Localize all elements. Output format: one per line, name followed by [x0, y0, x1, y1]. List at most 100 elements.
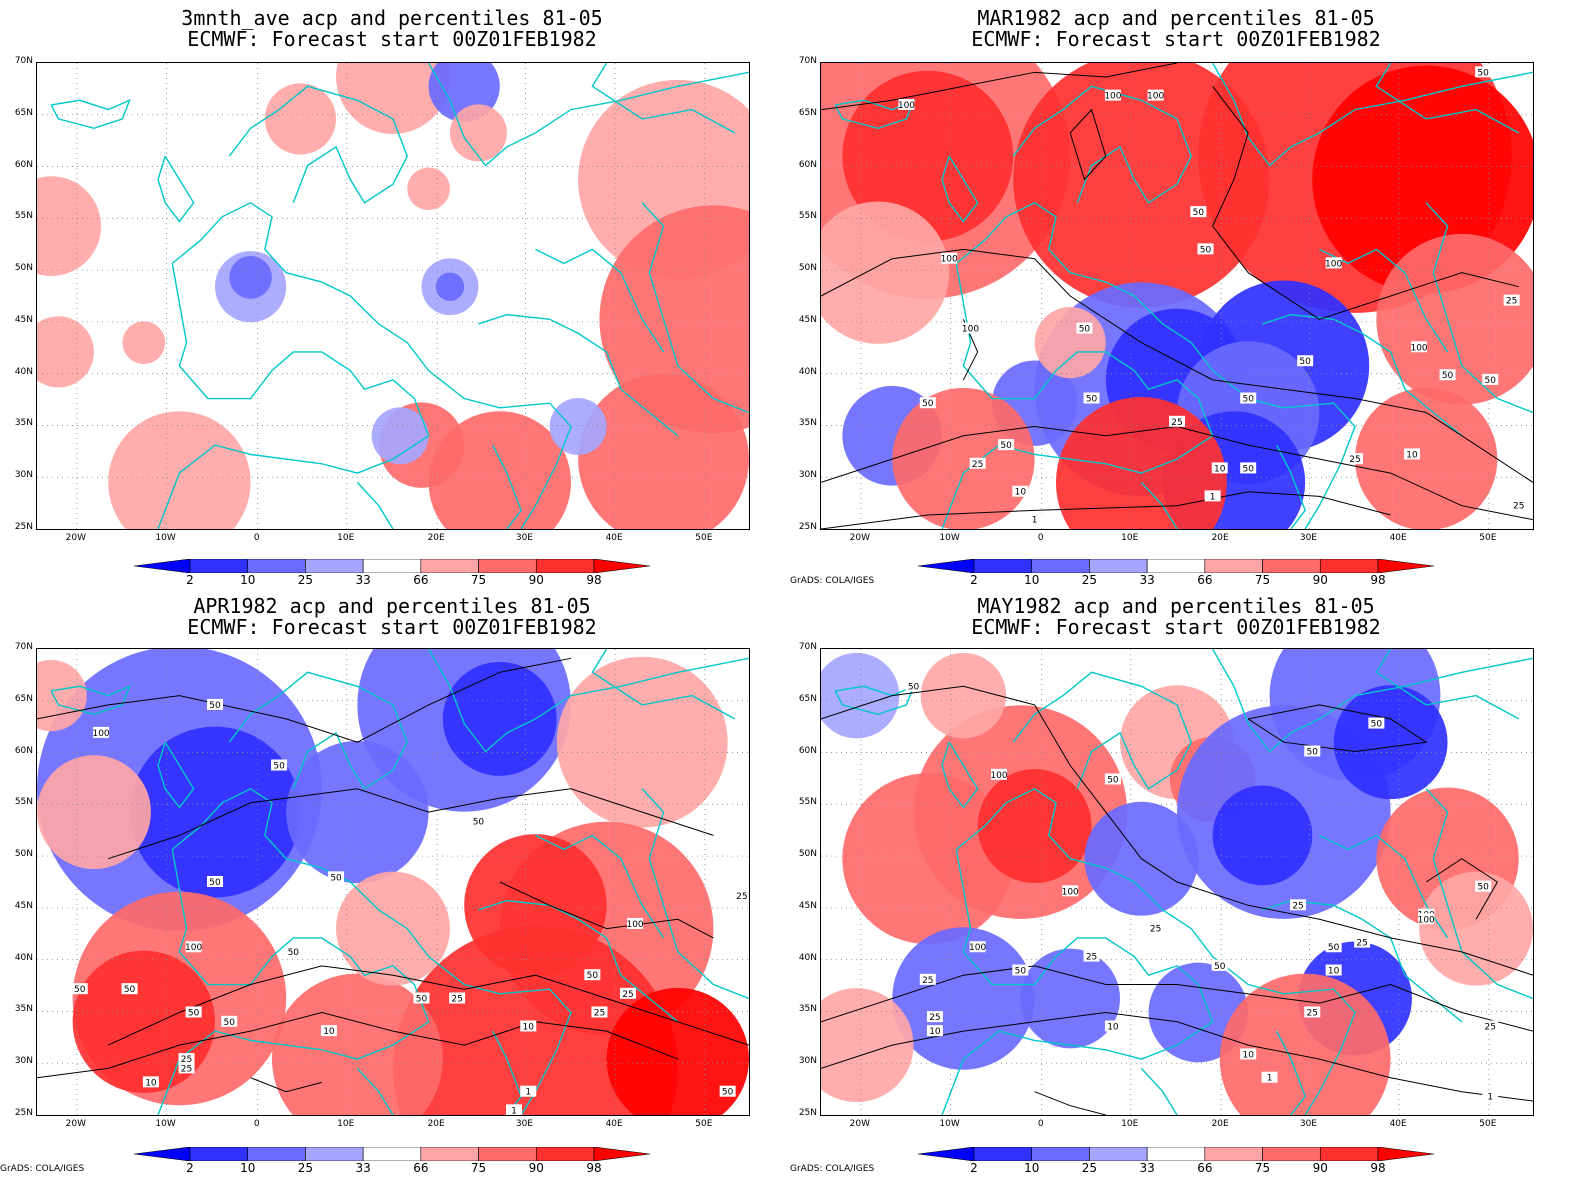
y-tick-label: 40N — [14, 952, 33, 963]
map-canvas — [37, 63, 749, 529]
svg-text:100: 100 — [962, 325, 979, 335]
colorbar-swatch — [362, 558, 422, 574]
contour-label: 25 — [926, 1011, 943, 1023]
svg-text:50: 50 — [1193, 208, 1205, 218]
x-tick-label: 0 — [1037, 1119, 1044, 1129]
svg-text:10: 10 — [323, 1027, 335, 1037]
contour-label: 25 — [1147, 922, 1164, 935]
svg-text:50: 50 — [1299, 357, 1311, 367]
colorbar-swatch — [305, 558, 364, 574]
svg-text:25: 25 — [1485, 1022, 1496, 1032]
svg-text:10: 10 — [929, 1027, 941, 1037]
colorbar-label: 98 — [1370, 1161, 1386, 1175]
contour-label: 50 — [71, 983, 88, 995]
contour-label: 50 — [1104, 773, 1121, 785]
x-tick-label: 50E — [695, 1119, 713, 1129]
x-tick-label: 10W — [939, 1119, 960, 1129]
coastline — [641, 788, 749, 1000]
y-tick-label: 35N — [798, 1004, 817, 1015]
coastline — [478, 313, 679, 437]
colorbar-swatch — [1146, 558, 1206, 574]
percentile-shade — [1355, 387, 1498, 529]
title-line-2: ECMWF: Forecast start 00Z01FEB1982 — [187, 27, 597, 51]
svg-text:25: 25 — [1307, 1008, 1318, 1018]
colorbar-swatch — [535, 1146, 595, 1162]
contour-label: 100 — [941, 252, 958, 265]
colorbar-swatch — [1319, 1146, 1379, 1162]
contour-label: 50 — [1240, 392, 1257, 405]
panel-title: 3mnth_ave acp and percentiles 81-05 ECMWF… — [0, 8, 784, 50]
svg-text:25: 25 — [1513, 502, 1524, 512]
percentile-shade — [108, 411, 251, 529]
colorbar-label: 75 — [1254, 573, 1271, 587]
panel-apr1982: APR1982 acp and percentiles 81-05 ECMWF: … — [0, 590, 790, 1196]
map-plot: 50 100 50 50 50 50 100 50 50 50 50 25 10 50 25 10 25 1 100… — [36, 648, 750, 1116]
coastline — [427, 63, 749, 167]
svg-text:50: 50 — [1000, 441, 1012, 451]
svg-text:50: 50 — [74, 985, 86, 995]
svg-text:25: 25 — [181, 1055, 192, 1065]
svg-text:100: 100 — [898, 101, 915, 111]
svg-text:100: 100 — [1418, 915, 1435, 925]
colorbar-swatch — [305, 1146, 364, 1162]
contour-label: 50 — [328, 871, 345, 883]
coastline — [1211, 63, 1533, 167]
percentile-shade — [1419, 871, 1533, 986]
grads-credit: GrADS: COLA/IGES — [790, 576, 875, 586]
contour-label: 50 — [1240, 462, 1257, 474]
colorbar-label: 98 — [1370, 573, 1386, 587]
colorbar-arrow-left — [133, 1146, 191, 1162]
svg-text:25: 25 — [181, 1064, 192, 1074]
svg-text:25: 25 — [1356, 939, 1367, 949]
colorbar-label: 2 — [186, 573, 194, 587]
svg-text:25: 25 — [451, 995, 462, 1005]
svg-text:50: 50 — [1477, 68, 1489, 78]
coastline — [955, 201, 1356, 529]
percentile-shade — [129, 726, 301, 898]
coastline — [157, 741, 195, 809]
coastline — [1012, 85, 1193, 204]
colorbar-swatch — [1146, 1146, 1206, 1162]
grads-credit: GrADS: COLA/IGES — [0, 1164, 85, 1174]
y-tick-label: 65N — [798, 693, 817, 704]
x-tick-label: 0 — [253, 1119, 260, 1129]
svg-text:50: 50 — [124, 985, 136, 995]
coastline — [1375, 649, 1520, 720]
contour-label: 1 — [1261, 1071, 1278, 1084]
colorbar-swatch — [1204, 1146, 1263, 1162]
map-canvas: 100 100 100 50 50 50 100 100 50 100 50 50 50 50 50 25 10… — [821, 63, 1533, 529]
contour-label: 50 — [1190, 206, 1207, 218]
contour-label: 1 — [506, 1104, 523, 1115]
contour-label: 100 — [1418, 913, 1435, 925]
coastline — [1425, 202, 1533, 414]
coastline — [1319, 248, 1449, 353]
contour-label: 100 — [92, 726, 110, 739]
svg-text:100: 100 — [1062, 887, 1079, 897]
contour-label: 50 — [413, 992, 430, 1005]
colorbar-label: 25 — [297, 1161, 314, 1175]
percentile-shade — [977, 769, 1092, 884]
svg-text:25: 25 — [622, 990, 633, 1000]
y-tick-label: 65N — [14, 693, 33, 704]
y-tick-label: 40N — [798, 366, 817, 377]
coastline — [228, 85, 409, 204]
title-line-2: ECMWF: Forecast start 00Z01FEB1982 — [187, 615, 597, 639]
svg-text:50: 50 — [1242, 464, 1254, 474]
contour-label: 10 — [1211, 462, 1228, 474]
colorbar-swatch — [1262, 1146, 1321, 1162]
percentile-shade — [407, 167, 450, 211]
x-tick-label: 40E — [1389, 533, 1407, 543]
svg-text:10: 10 — [1015, 488, 1027, 498]
svg-text:50: 50 — [722, 1088, 734, 1098]
percentile-shade — [371, 407, 429, 465]
colorbar-arrow-right — [1377, 1146, 1435, 1162]
svg-text:1: 1 — [1267, 1074, 1273, 1084]
map-plot — [36, 62, 750, 530]
coastline — [157, 263, 430, 529]
colorbar-arrow-left — [917, 558, 975, 574]
y-tick-label: 65N — [798, 107, 817, 118]
contour-label: 100 — [962, 322, 979, 335]
svg-text:100: 100 — [626, 920, 643, 930]
colorbar-label: 10 — [240, 1161, 256, 1175]
svg-text:10: 10 — [1242, 1050, 1254, 1060]
